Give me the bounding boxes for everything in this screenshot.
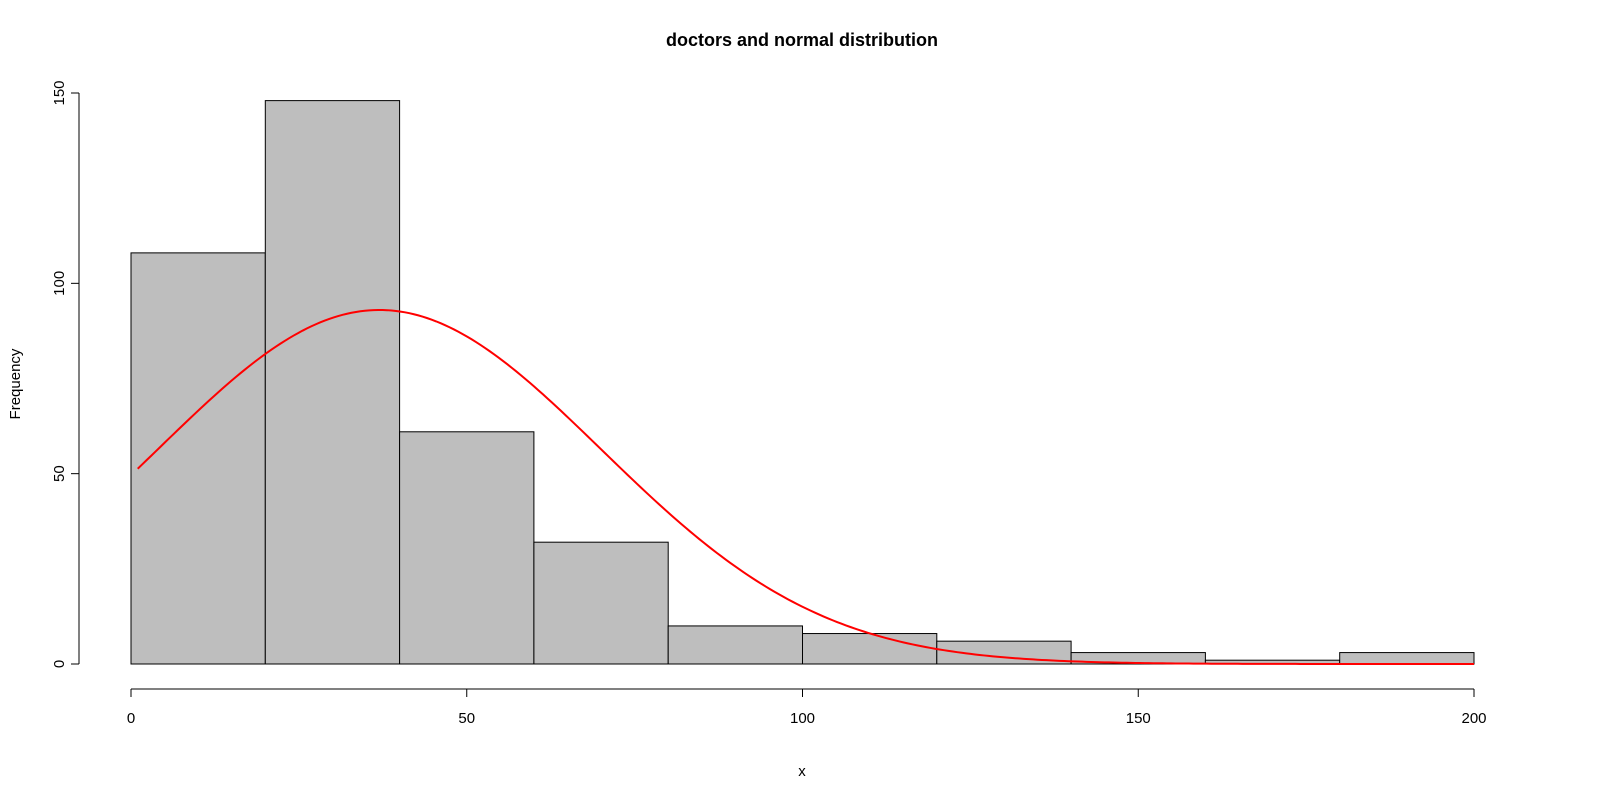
y-tick-label-100: 100 bbox=[51, 271, 68, 296]
histogram-bars bbox=[130, 100, 1475, 665]
x-axis: 0 50 100 150 200 bbox=[127, 688, 1487, 727]
y-axis: 0 50 100 150 bbox=[51, 80, 80, 668]
y-tick-label-0: 0 bbox=[51, 660, 68, 668]
y-tick-label-150: 150 bbox=[51, 80, 68, 105]
histogram-bar-0 bbox=[130, 252, 266, 665]
x-tick-label-0: 0 bbox=[127, 710, 135, 727]
chart-title: doctors and normal distribution bbox=[666, 30, 938, 50]
y-axis-label: Frequency bbox=[7, 348, 24, 419]
x-tick-label-150: 150 bbox=[1126, 710, 1151, 727]
histogram-bar-4 bbox=[667, 625, 804, 665]
x-axis-label: x bbox=[798, 763, 806, 780]
histogram-bar-7 bbox=[1070, 652, 1206, 665]
histogram-bar-2 bbox=[399, 431, 535, 665]
x-tick-label-200: 200 bbox=[1461, 710, 1486, 727]
histogram-bar-9 bbox=[1339, 652, 1475, 665]
histogram-bar-3 bbox=[533, 541, 669, 665]
y-tick-label-50: 50 bbox=[51, 465, 68, 482]
histogram-bar-1 bbox=[264, 100, 401, 665]
normal-curve bbox=[137, 308, 1474, 665]
histogram-bar-5 bbox=[802, 633, 938, 665]
x-tick-label-50: 50 bbox=[458, 710, 475, 727]
x-tick-label-100: 100 bbox=[790, 710, 815, 727]
